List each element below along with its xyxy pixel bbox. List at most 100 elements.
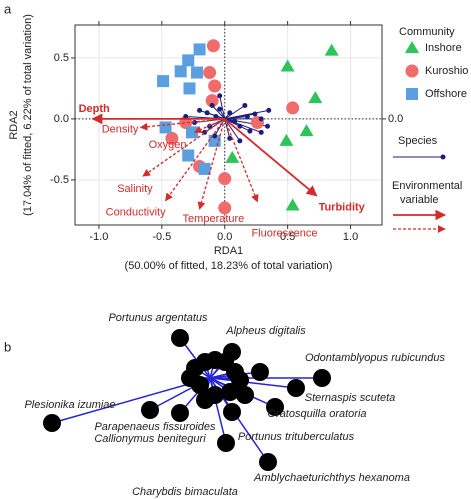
- species-point: [244, 113, 250, 119]
- species-point: [223, 403, 241, 421]
- species-label: Amblychaeturichthys hexanoma: [253, 472, 410, 484]
- x-tick-label: -1.0: [89, 231, 108, 243]
- site-point: [203, 66, 217, 80]
- species-label: Callionymus beniteguri: [94, 433, 206, 445]
- species-point: [196, 391, 214, 409]
- env-label: Conductivity: [106, 207, 166, 219]
- site-point: [308, 91, 323, 104]
- species-point: [247, 128, 253, 134]
- species-point: [258, 116, 264, 122]
- species-point: [231, 371, 249, 389]
- species-label: Portunus trituberculatus: [238, 431, 355, 443]
- x-axis-subtitle: (50.00% of fitted, 18.23% of total varia…: [125, 260, 333, 272]
- legend-swatch: [406, 88, 418, 100]
- site-point: [218, 172, 232, 186]
- species-point: [287, 379, 305, 397]
- species-line: [224, 118, 262, 133]
- site-point: [165, 131, 179, 145]
- env-label: Density: [102, 123, 139, 135]
- species-line: [224, 118, 231, 139]
- site-point: [205, 94, 219, 108]
- species-label: Sternaspis scuteta: [305, 392, 396, 404]
- x-tick-label: 0.0: [217, 231, 232, 243]
- species-line: [224, 118, 241, 142]
- species-point: [237, 138, 243, 144]
- env-label: Fluorescence: [251, 228, 317, 240]
- species-point: [258, 129, 264, 135]
- species-label: Alpheus digitalis: [225, 325, 306, 337]
- env-label: Turbidity: [319, 202, 366, 214]
- x-tick-label: 1.0: [343, 231, 358, 243]
- legend-title: Community: [399, 26, 455, 38]
- species-point: [266, 398, 284, 416]
- species-point: [252, 111, 258, 117]
- species-point: [227, 110, 233, 116]
- site-point: [198, 162, 211, 175]
- site-point: [225, 150, 240, 163]
- legend-swatch: [405, 64, 419, 78]
- species-point: [265, 123, 271, 129]
- species-point: [181, 369, 199, 387]
- species-point: [204, 110, 210, 116]
- species-point: [242, 102, 248, 108]
- species-point: [266, 107, 272, 113]
- site-point: [186, 126, 199, 139]
- legend-label: Inshore: [425, 42, 462, 54]
- site-point: [182, 54, 195, 67]
- env-label: Depth: [79, 103, 110, 115]
- species-line: [51, 377, 211, 424]
- species-line: [219, 95, 226, 120]
- y-tick-label: 0.0: [54, 113, 69, 125]
- y-tick-label: -0.5: [50, 174, 69, 186]
- site-point: [299, 124, 314, 137]
- site-point: [193, 43, 206, 56]
- legend-title: Species: [398, 135, 438, 147]
- y2-tick-label: 0.0: [388, 113, 403, 125]
- y-tick-label: 0.5: [54, 52, 69, 64]
- species-point: [43, 414, 61, 432]
- legend-swatch: [405, 41, 419, 53]
- species-point: [197, 107, 203, 113]
- legend-label: Kuroshio: [425, 65, 468, 77]
- species-point: [259, 453, 277, 471]
- species-point: [183, 113, 189, 119]
- site-point: [286, 101, 300, 115]
- species-label: Plesionika izumiae: [24, 399, 115, 411]
- y-axis-subtitle: (17.04% of fitted, 6.22% of total variat…: [22, 14, 34, 216]
- site-point: [174, 65, 187, 78]
- species-line: [224, 118, 251, 132]
- species-label: Oratosquilla oratoria: [267, 408, 366, 420]
- species-point: [209, 102, 215, 108]
- site-point: [208, 79, 222, 93]
- env-label: Salinity: [117, 183, 153, 195]
- site-point: [157, 75, 170, 88]
- species-line: [214, 118, 226, 137]
- env-label: Temperature: [183, 213, 245, 225]
- species-point: [171, 329, 189, 347]
- env-label: Oxygen: [149, 139, 187, 151]
- species-point: [236, 386, 254, 404]
- legend-label: Offshore: [425, 88, 467, 100]
- panel-label: a: [4, 1, 12, 16]
- x-tick-label: -0.5: [152, 231, 171, 243]
- env-arrow: [193, 118, 225, 134]
- species-label: Charybdis bimaculata: [132, 486, 238, 498]
- site-point: [182, 149, 195, 162]
- species-point: [171, 404, 189, 422]
- species-label: Portunus argentatus: [108, 312, 208, 324]
- site-point: [191, 66, 204, 79]
- site-point: [218, 201, 232, 215]
- species-point: [227, 135, 233, 141]
- species-point: [141, 401, 159, 419]
- site-point: [285, 198, 300, 211]
- y-axis-title: RDA2: [8, 110, 20, 139]
- legend-swatch: [440, 154, 446, 160]
- site-point: [206, 39, 220, 53]
- species-point: [217, 434, 235, 452]
- species-point: [217, 106, 223, 112]
- site-point: [183, 82, 196, 95]
- env-arrow: [224, 118, 318, 197]
- species-point: [251, 363, 269, 381]
- species-point: [217, 93, 223, 99]
